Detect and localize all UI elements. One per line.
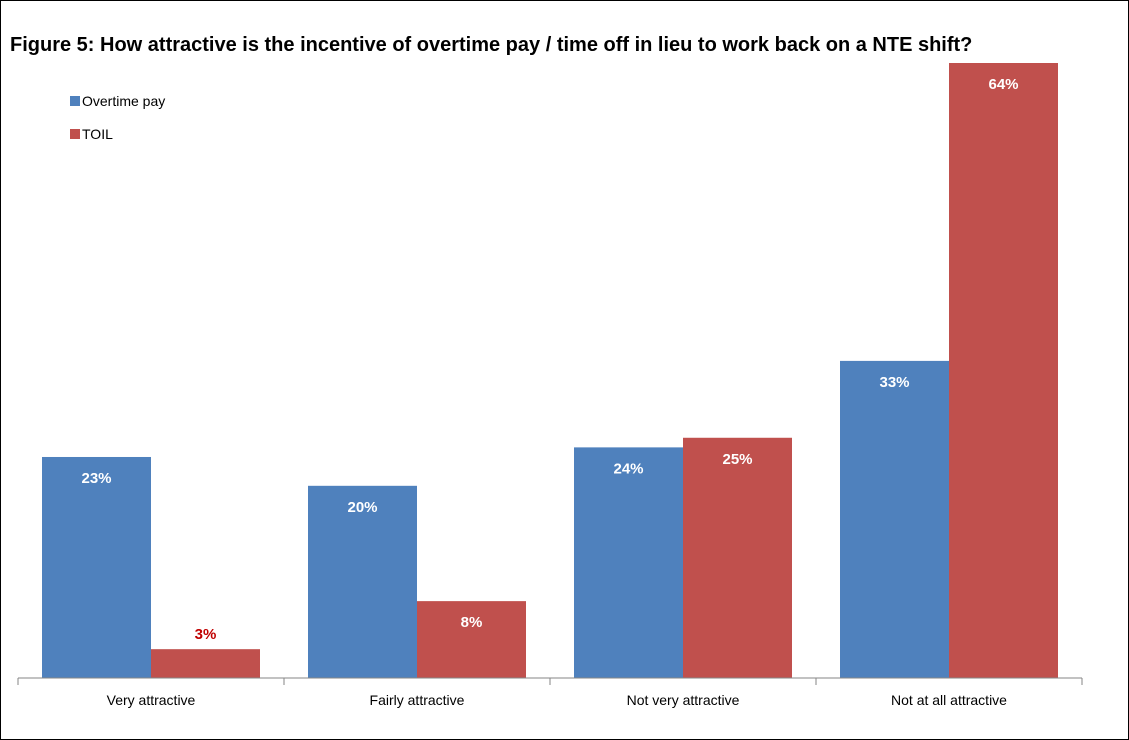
data-label-overtime-pay-fairly-attractive: 20%: [347, 499, 377, 516]
data-label-toil-not-at-all-attractive: 64%: [988, 76, 1018, 93]
data-label-overtime-pay-not-at-all-attractive: 33%: [879, 374, 909, 391]
bar-overtime-pay-not-very-attractive: [574, 447, 683, 678]
bar-toil-very-attractive: [151, 649, 260, 678]
legend-swatch-overtime-pay: [70, 96, 80, 106]
bar-toil-not-very-attractive: [683, 437, 792, 678]
data-label-overtime-pay-very-attractive: 23%: [81, 470, 111, 487]
data-label-toil-very-attractive: 3%: [195, 626, 217, 643]
x-tick-label-fairly-attractive: Fairly attractive: [370, 692, 465, 708]
x-axis: Very attractive Fairly attractive Not very…: [17, 677, 1083, 708]
bar-toil-not-at-all-attractive: [949, 63, 1058, 678]
bar-overtime-pay-very-attractive: [42, 456, 151, 678]
legend: Overtime pay TOIL: [70, 93, 165, 142]
data-label-overtime-pay-not-very-attractive: 24%: [613, 460, 643, 477]
chart-title: Figure 5: How attractive is the incentiv…: [10, 34, 973, 56]
data-labels-group: 23% 3% 20% 8% 24% 25% 33% 64%: [81, 76, 1018, 643]
bar-toil-fairly-attractive: [417, 601, 526, 678]
data-label-toil-fairly-attractive: 8%: [461, 614, 483, 631]
data-label-toil-not-very-attractive: 25%: [722, 451, 752, 468]
legend-swatch-toil: [70, 129, 80, 139]
legend-label-toil: TOIL: [82, 126, 113, 142]
bar-overtime-pay-fairly-attractive: [308, 485, 417, 678]
x-tick-label-very-attractive: Very attractive: [107, 692, 196, 708]
bar-overtime-pay-not-at-all-attractive: [840, 360, 949, 678]
x-tick-label-not-very-attractive: Not very attractive: [627, 692, 740, 708]
bars-group: [42, 63, 1058, 678]
legend-label-overtime-pay: Overtime pay: [82, 93, 165, 109]
x-tick-label-not-at-all-attractive: Not at all attractive: [891, 692, 1007, 708]
